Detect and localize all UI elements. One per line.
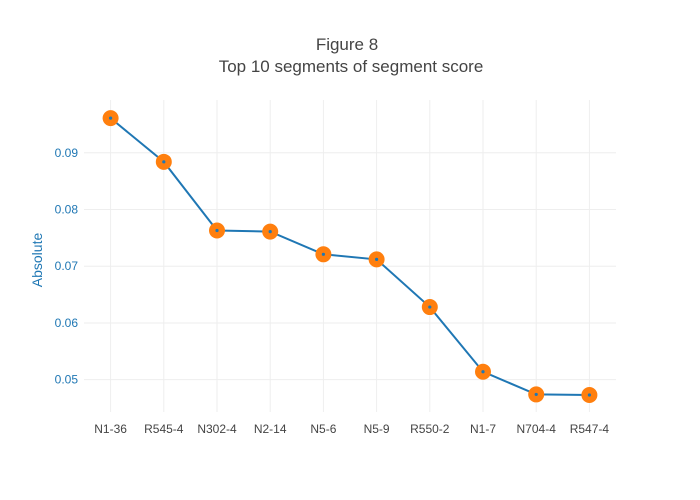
data-point-center: [268, 230, 272, 234]
data-point[interactable]: [315, 246, 332, 263]
data-point[interactable]: [475, 363, 491, 380]
y-tick-label: 0.05: [55, 373, 79, 387]
x-tick-label: R547-4: [570, 422, 610, 436]
y-tick-label: 0.09: [55, 146, 79, 160]
data-point[interactable]: [155, 153, 172, 170]
data-point[interactable]: [528, 386, 545, 403]
data-point-center: [375, 257, 379, 262]
chart-subtitle: Top 10 segments of segment score: [219, 57, 484, 76]
series-line: [109, 117, 590, 396]
data-point-center: [321, 252, 325, 256]
x-tick-label: R550-2: [410, 422, 450, 436]
data-point-center: [109, 116, 113, 120]
y-axis-ticks: 0.05 0.06 0.07 0.08 0.09: [55, 146, 79, 387]
x-axis-ticks: N1-36 R545-4 N302-4 N2-14 N5-6 N5-9 R550-2 N1-7…: [94, 422, 609, 436]
x-tick-label: N704-4: [517, 422, 557, 436]
data-point[interactable]: [262, 223, 279, 240]
data-point-center: [587, 393, 592, 397]
data-point[interactable]: [102, 110, 119, 127]
y-tick-label: 0.06: [55, 316, 79, 330]
data-point[interactable]: [368, 251, 385, 268]
series-layer: [102, 110, 598, 403]
data-point-center: [481, 370, 485, 374]
x-tick-label: N5-9: [364, 422, 390, 436]
data-point-center: [215, 228, 219, 233]
data-point-center: [162, 160, 166, 164]
data-point[interactable]: [581, 386, 598, 403]
chart-title: Figure 8: [316, 35, 378, 54]
data-point-center: [428, 305, 432, 309]
x-tick-label: N1-36: [94, 422, 127, 436]
x-tick-label: R545-4: [144, 422, 184, 436]
y-tick-label: 0.07: [55, 259, 79, 273]
data-point-center: [534, 392, 538, 397]
data-point[interactable]: [209, 222, 225, 239]
x-tick-label: N302-4: [197, 422, 237, 436]
x-tick-label: N1-7: [470, 422, 496, 436]
data-point[interactable]: [421, 299, 438, 316]
x-tick-label: N5-6: [310, 422, 336, 436]
x-tick-label: N2-14: [254, 422, 287, 436]
y-tick-label: 0.08: [55, 202, 79, 216]
y-axis-title: Absolute: [29, 233, 45, 288]
